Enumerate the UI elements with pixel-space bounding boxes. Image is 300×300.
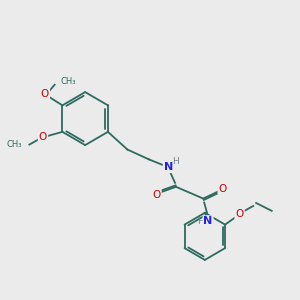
Text: N: N (203, 216, 213, 226)
Text: H: H (172, 157, 178, 166)
Text: O: O (152, 190, 161, 200)
Text: N: N (164, 162, 173, 172)
Text: CH₃: CH₃ (6, 140, 22, 149)
Text: CH₃: CH₃ (61, 77, 76, 86)
Text: O: O (219, 184, 227, 194)
Text: O: O (41, 88, 49, 99)
Text: O: O (39, 132, 47, 142)
Text: O: O (236, 209, 244, 219)
Text: H: H (197, 217, 204, 226)
